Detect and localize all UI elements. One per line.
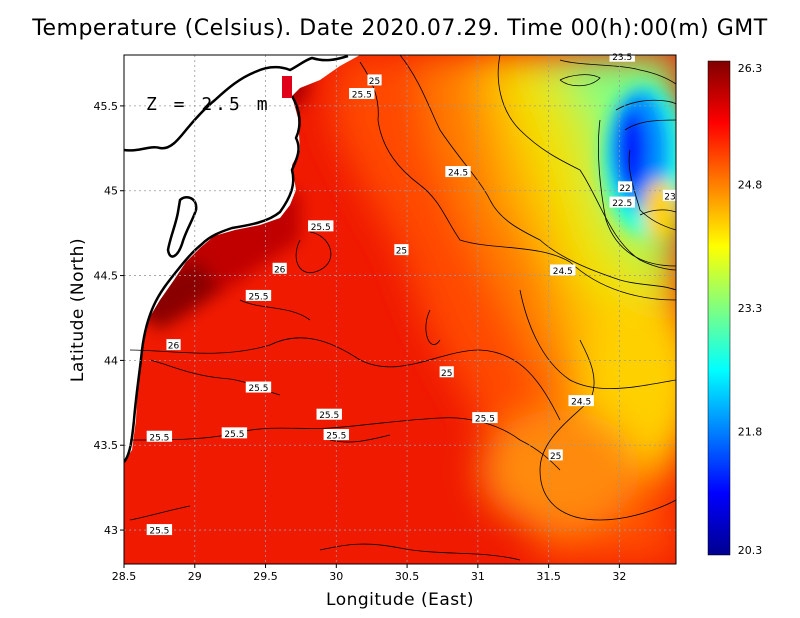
y-tick-label: 43 — [104, 524, 118, 537]
depth-label: Z = 2.5 m — [146, 94, 271, 115]
y-tick-label: 44 — [104, 354, 118, 367]
harbor-block — [282, 76, 292, 98]
x-axis-label: Longitude (East) — [326, 590, 474, 610]
contour-label-text: 25 — [550, 452, 561, 462]
contour-label: 23 — [662, 189, 678, 202]
contour-label-text: 26 — [274, 265, 286, 275]
x-tick-label: 30 — [329, 570, 343, 583]
x-tick-label: 30.5 — [395, 570, 420, 583]
contour-label: 24.5 — [550, 264, 576, 277]
colorbar-tick-label: 26.3 — [738, 62, 763, 75]
x-tick-label: 31.5 — [536, 570, 561, 583]
contour-label: 24.5 — [568, 395, 594, 408]
contour-label: 22 — [617, 181, 633, 194]
contour-label: 25.5 — [349, 88, 375, 101]
y-ticks: 43 43.5 44 44.5 45 45.5 — [94, 100, 124, 537]
contour-label-text: 25.5 — [352, 91, 372, 101]
contour-label: 25.5 — [146, 430, 173, 443]
contour-label-text: 23 — [664, 192, 675, 202]
colorbar-tick-label: 23.3 — [738, 302, 763, 315]
contour-label: 25.5 — [323, 429, 350, 442]
colorbar — [707, 60, 731, 556]
contour-label: 25.5 — [146, 524, 173, 537]
contour-label: 25.5 — [221, 427, 248, 440]
contour-label-text: 25 — [369, 77, 380, 87]
contour-label: 24.5 — [445, 166, 471, 179]
contour-label: 25.5 — [308, 220, 334, 233]
colorbar-tick-label: 24.8 — [738, 179, 763, 192]
contour-label-text: 25.5 — [224, 430, 244, 440]
x-tick-label: 32 — [612, 570, 626, 583]
y-tick-label: 45.5 — [94, 100, 119, 113]
x-tick-label: 31 — [471, 570, 485, 583]
contour-labels: 25 25.5 24.5 25.5 25 26 25.5 26 24.5 23.5 22 22.5 23… — [146, 50, 678, 537]
x-tick-label: 29.5 — [253, 570, 278, 583]
colorbar-tick-label: 21.8 — [738, 426, 763, 439]
contour-label-text: 25.5 — [149, 433, 169, 443]
contour-label: 22.5 — [609, 196, 635, 209]
colorbar-tick-label: 20.3 — [738, 544, 763, 557]
contour-label-text: 25.5 — [326, 432, 346, 442]
contour-label: 25 — [367, 74, 382, 87]
contour-label-text: 25.5 — [248, 384, 268, 394]
contour-label-text: 24.5 — [571, 398, 591, 408]
contour-label-text: 25.5 — [475, 415, 495, 425]
contour-label-text: 26 — [168, 342, 180, 352]
contour-label: 25 — [548, 449, 563, 462]
contour-label-text: 25.5 — [319, 411, 339, 421]
contour-label: 26 — [166, 339, 181, 352]
grid-lines — [124, 55, 676, 564]
x-tick-label: 29 — [188, 570, 202, 583]
contour-label-text: 25.5 — [248, 292, 268, 302]
land-area — [124, 55, 360, 462]
contour-label-text: 25.5 — [311, 223, 331, 233]
y-tick-label: 44.5 — [94, 270, 119, 283]
contour-label-text: 24.5 — [553, 267, 573, 277]
contour-label: 26 — [272, 262, 287, 275]
plot-frame — [123, 54, 677, 565]
contour-label-text: 24.5 — [448, 169, 468, 179]
contour-label-text: 23.5 — [612, 53, 632, 63]
contour-label: 25 — [394, 244, 409, 257]
contour-label: 25 — [439, 366, 454, 379]
colorbar-ticks: 26.3 24.8 23.3 21.8 20.3 — [738, 62, 763, 557]
contour-label-text: 25.5 — [149, 527, 169, 537]
coastline — [124, 55, 349, 463]
chart-title: Temperature (Celsius). Date 2020.07.29. … — [32, 16, 768, 41]
contour-label: 25.5 — [245, 289, 272, 302]
contour-label: 23.5 — [609, 50, 635, 63]
contour-label: 25.5 — [472, 412, 498, 425]
contour-label-text: 25 — [396, 247, 407, 257]
contour-label: 25.5 — [245, 381, 272, 394]
contour-label: 25.5 — [316, 408, 342, 421]
x-tick-label: 28.5 — [112, 570, 137, 583]
x-ticks: 28.5 29 29.5 30 30.5 31 31.5 32 — [112, 564, 626, 583]
map-field — [124, 55, 676, 564]
contour-label-text: 22 — [619, 184, 630, 194]
y-tick-label: 45 — [104, 185, 118, 198]
contour-label-text: 22.5 — [612, 199, 632, 209]
y-tick-label: 43.5 — [94, 439, 119, 452]
contour-label-text: 25 — [441, 369, 452, 379]
